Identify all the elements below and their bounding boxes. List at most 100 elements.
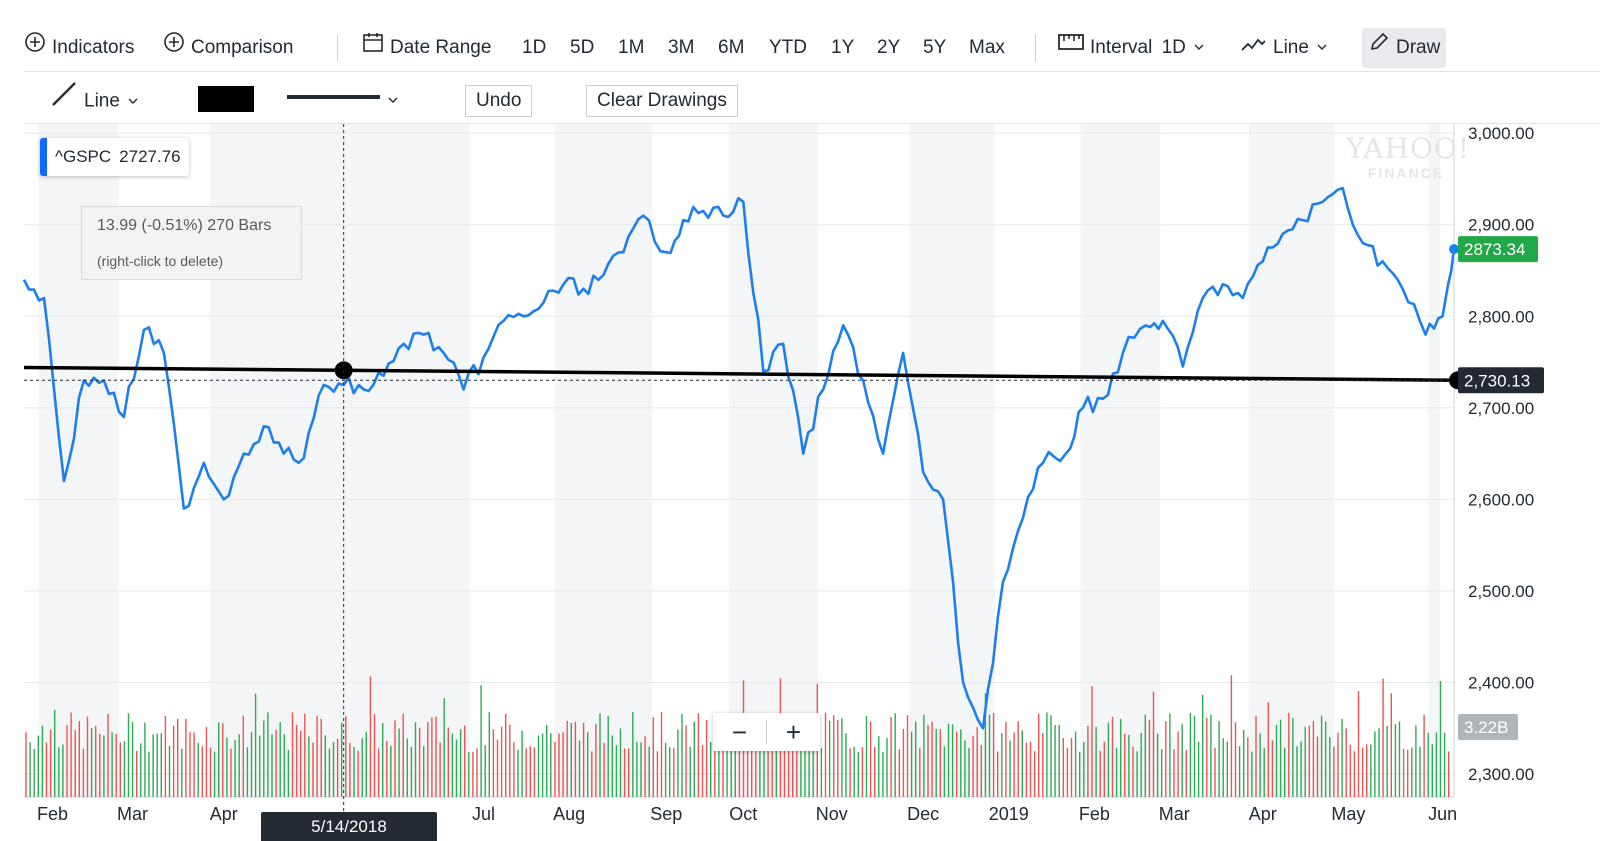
series-color-indicator — [40, 138, 47, 176]
series-symbol: ^GSPC — [55, 147, 112, 166]
month-band — [1080, 124, 1161, 797]
draw-toolbar: Line Undo Clear Drawings — [0, 80, 1600, 120]
zoom-out-button[interactable]: − — [731, 717, 748, 747]
x-tick-label: Mar — [117, 804, 148, 824]
x-axis: Feb Mar Apr Jul Aug Sep Oct Nov Dec 2019 Feb Mar Apr… — [37, 804, 1457, 824]
interval-dropdown[interactable]: Interval 1D — [1058, 28, 1205, 68]
line-style-preview — [287, 95, 380, 99]
chart-type-label: Line — [1273, 37, 1309, 59]
chevron-down-icon — [387, 93, 399, 111]
trendline — [23, 365, 1455, 383]
chevron-down-icon — [1193, 28, 1205, 68]
series-legend[interactable]: ^GSPC 2727.76 — [40, 138, 189, 176]
interval-label: Interval — [1090, 37, 1153, 59]
chart-toolbar: Indicators Comparison Date Range 1D 5D 1… — [0, 28, 1600, 68]
x-tick-label: Dec — [907, 804, 939, 824]
drawing-measure-tooltip[interactable]: 13.99 (-0.51%) 270 Bars (right-click to … — [81, 206, 302, 280]
last-price-dot — [1449, 244, 1459, 255]
volume-tag: 3.22B — [1464, 718, 1508, 737]
clear-drawings-button[interactable]: Clear Drawings — [586, 85, 738, 117]
date-range-button[interactable]: Date Range — [362, 28, 491, 68]
line-tool-icon — [50, 80, 78, 123]
price-line — [22, 186, 1456, 730]
chart-type-dropdown[interactable]: Line — [1241, 28, 1328, 68]
range-1m[interactable]: 1M — [618, 37, 645, 58]
axis-tags: 2873.34 2,730.13 3.22B — [1449, 236, 1544, 740]
range-3m[interactable]: 3M — [668, 37, 695, 58]
interval-value: 1D — [1161, 37, 1186, 59]
line-chart-icon — [1241, 28, 1267, 68]
toolbar-divider — [337, 34, 338, 62]
x-tick-label: Aug — [553, 804, 585, 824]
zoom-divider — [766, 720, 767, 744]
indicators-label: Indicators — [52, 37, 135, 59]
zoom-in-button[interactable]: + — [785, 717, 802, 747]
draw-label: Draw — [1396, 37, 1441, 59]
comparison-button[interactable]: Comparison — [163, 28, 293, 68]
indicators-button[interactable]: Indicators — [24, 28, 134, 68]
range-2y[interactable]: 2Y — [877, 37, 901, 58]
range-max[interactable]: Max — [969, 37, 1005, 58]
x-tick-label: Sep — [650, 804, 682, 824]
trendline-price-tag-bg — [1458, 367, 1544, 394]
toolbar-divider — [1035, 34, 1036, 62]
draw-tool-dropdown[interactable]: Line — [50, 80, 139, 120]
x-tick-label: May — [1331, 804, 1365, 824]
measure-hint: (right-click to delete) — [97, 253, 224, 269]
x-tick-label: Feb — [1079, 804, 1110, 824]
y-tick-label: 2,300.00 — [1468, 765, 1534, 784]
range-5y[interactable]: 5Y — [923, 37, 947, 58]
x-tick-label: Nov — [816, 804, 848, 824]
x-tick-label: Oct — [729, 804, 757, 824]
undo-button[interactable]: Undo — [465, 85, 533, 117]
x-tick-label: Apr — [1249, 804, 1277, 824]
line-style-dropdown[interactable] — [287, 92, 407, 108]
range-6m[interactable]: 6M — [718, 37, 745, 58]
plus-circle-icon — [163, 28, 185, 68]
pencil-icon — [1368, 28, 1390, 68]
comparison-label: Comparison — [191, 37, 294, 59]
y-tick-label: 3,000.00 — [1468, 124, 1534, 143]
range-1y[interactable]: 1Y — [831, 37, 855, 58]
last-price-tag: 2873.34 — [1464, 240, 1525, 259]
x-tick-label: Jul — [472, 804, 495, 824]
y-tick-label: 2,800.00 — [1468, 307, 1534, 326]
month-band — [555, 124, 653, 797]
x-tick-label: Jun — [1428, 804, 1457, 824]
range-1d[interactable]: 1D — [522, 37, 547, 58]
month-band — [909, 124, 995, 797]
draw-button[interactable]: Draw — [1362, 28, 1447, 68]
draw-tool-label: Line — [84, 90, 120, 112]
range-5d[interactable]: 5D — [570, 37, 595, 58]
plus-circle-icon — [24, 28, 46, 68]
y-tick-label: 2,900.00 — [1468, 216, 1534, 235]
x-tick-label: Feb — [37, 804, 68, 824]
y-tick-label: 2,500.00 — [1468, 582, 1534, 601]
toolbar-divider-line — [24, 71, 1600, 72]
series-value: 2727.76 — [119, 147, 181, 166]
y-axis: 3,000.00 2,900.00 2,800.00 2,700.00 2,600.00… — [1468, 124, 1534, 784]
measure-summary: 13.99 (-0.51%) 270 Bars — [97, 217, 272, 234]
range-ytd[interactable]: YTD — [769, 37, 807, 58]
yahoo-finance-logo: YAHOO! FINANCE — [1346, 132, 1471, 181]
y-tick-label: 2,700.00 — [1468, 399, 1534, 418]
chevron-down-icon — [127, 82, 139, 122]
trendline-price-tag: 2,730.13 — [1464, 371, 1530, 390]
zoom-controls: − + — [713, 713, 820, 751]
ruler-icon — [1058, 28, 1084, 68]
draw-toolbar-divider-line — [24, 123, 1600, 124]
volume-bars — [25, 675, 1450, 797]
x-tick-label: Apr — [210, 804, 238, 824]
date-range-label: Date Range — [390, 37, 492, 59]
crosshair-date-label: 5/14/2018 — [261, 812, 437, 841]
y-tick-label: 2,600.00 — [1468, 490, 1534, 509]
line-color-picker[interactable] — [198, 86, 254, 112]
last-price-tag-bg — [1458, 236, 1538, 263]
y-tick-label: 2,400.00 — [1468, 674, 1534, 693]
volume-tag-bg — [1458, 714, 1518, 740]
x-tick-label: 2019 — [989, 804, 1029, 824]
calendar-icon — [362, 28, 384, 68]
month-band — [1248, 124, 1335, 797]
x-tick-label: Mar — [1159, 804, 1190, 824]
month-band — [1428, 124, 1440, 797]
